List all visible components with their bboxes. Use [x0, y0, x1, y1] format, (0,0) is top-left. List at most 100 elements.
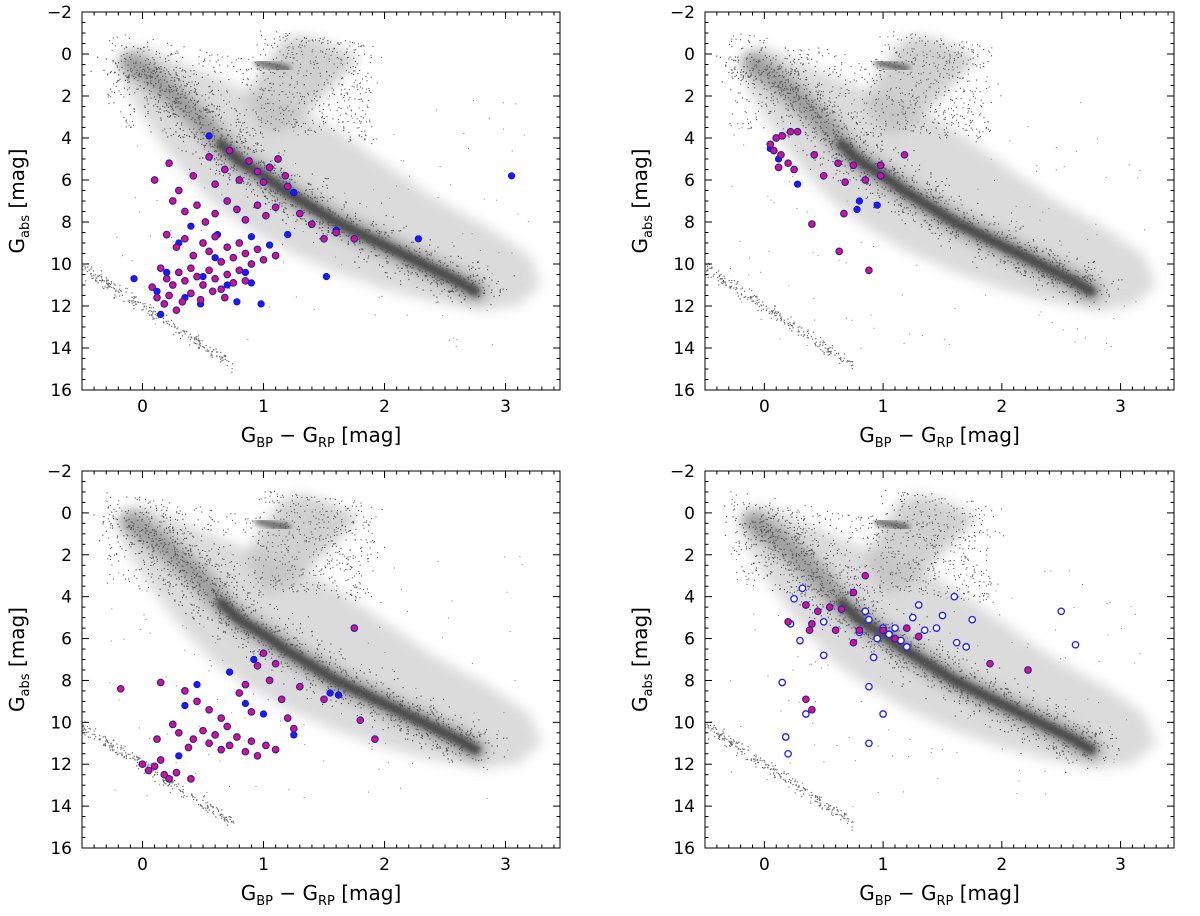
- point-magenta: [211, 731, 219, 739]
- point-magenta: [223, 243, 232, 252]
- point-magenta: [217, 714, 226, 722]
- point-magenta: [211, 274, 219, 283]
- point-blue: [157, 310, 165, 319]
- point-magenta: [837, 605, 846, 614]
- point-magenta: [241, 680, 250, 689]
- y-tick-label: 10: [673, 255, 695, 275]
- point-magenta: [320, 695, 328, 704]
- y-tick-label: 16: [673, 381, 695, 401]
- point-magenta: [861, 571, 870, 580]
- point-magenta: [223, 722, 232, 731]
- point-magenta: [277, 695, 286, 704]
- point-magenta: [253, 245, 262, 254]
- point-magenta: [265, 676, 274, 685]
- background-density: [82, 490, 542, 826]
- point-magenta: [825, 603, 834, 611]
- point-magenta: [235, 176, 244, 184]
- point-magenta: [187, 775, 195, 783]
- series-magenta: [116, 624, 379, 783]
- y-tick-label: 14: [50, 339, 72, 359]
- x-tick-label: 0: [137, 397, 148, 417]
- y-axis-label: Gabs [mag]: [628, 149, 656, 254]
- point-magenta: [150, 762, 159, 771]
- point-magenta: [793, 127, 802, 136]
- point-magenta: [174, 728, 183, 737]
- point-magenta: [153, 735, 161, 743]
- x-tick-label: 1: [878, 855, 889, 875]
- point-blue: [334, 691, 343, 699]
- point-magenta: [208, 287, 217, 296]
- point-magenta: [225, 146, 234, 155]
- point-magenta: [184, 743, 193, 752]
- y-tick-label: −2: [670, 3, 695, 23]
- point-blue: [247, 233, 255, 241]
- point-blue: [241, 699, 249, 708]
- point-magenta: [356, 716, 365, 725]
- point-blue-open: [902, 643, 911, 651]
- y-axis-label: Gabs [mag]: [5, 149, 33, 254]
- point-magenta: [802, 695, 810, 704]
- point-magenta: [834, 159, 842, 168]
- point-magenta: [840, 209, 848, 218]
- point-blue-open: [798, 584, 807, 593]
- point-blue: [181, 701, 189, 710]
- point-magenta: [902, 624, 911, 632]
- y-tick-label: 12: [50, 755, 72, 775]
- point-blue-open: [796, 636, 804, 645]
- point-magenta: [181, 234, 189, 243]
- y-tick-label: 10: [50, 255, 72, 275]
- point-magenta: [223, 270, 232, 279]
- point-blue-open: [1057, 607, 1066, 616]
- point-magenta: [235, 239, 244, 247]
- point-blue: [163, 268, 171, 277]
- point-blue: [414, 235, 423, 243]
- point-magenta: [986, 659, 994, 668]
- point-magenta: [233, 205, 241, 214]
- x-tick-label: 1: [258, 397, 269, 417]
- y-tick-label: 2: [61, 87, 72, 107]
- point-magenta: [205, 705, 213, 714]
- point-magenta: [160, 770, 169, 779]
- x-tick-label: 0: [137, 855, 148, 875]
- point-magenta: [150, 176, 159, 184]
- point-magenta: [199, 239, 207, 247]
- point-magenta: [217, 745, 226, 754]
- y-tick-label: 6: [61, 630, 72, 650]
- point-magenta: [168, 197, 177, 205]
- series-magenta: [766, 127, 909, 275]
- y-tick-label: 8: [61, 671, 72, 691]
- point-magenta: [810, 150, 819, 159]
- point-magenta: [174, 268, 183, 277]
- point-blue-open: [920, 626, 929, 635]
- point-magenta: [225, 741, 234, 750]
- point-blue: [266, 241, 274, 249]
- point-magenta: [162, 230, 171, 239]
- point-magenta: [786, 127, 795, 136]
- series-magenta: [784, 571, 1032, 714]
- y-tick-label: 8: [61, 213, 72, 233]
- point-magenta: [196, 295, 205, 304]
- point-magenta: [265, 163, 274, 172]
- point-blue-open: [802, 710, 810, 718]
- y-tick-label: 12: [673, 755, 695, 775]
- point-blue-open: [908, 613, 917, 622]
- ticks: [704, 470, 1174, 849]
- point-magenta: [332, 228, 340, 237]
- point-magenta: [189, 251, 198, 260]
- point-magenta: [271, 745, 280, 754]
- point-magenta: [172, 306, 181, 315]
- point-magenta: [253, 661, 262, 670]
- point-magenta: [813, 607, 822, 616]
- point-magenta: [271, 251, 280, 260]
- point-magenta: [217, 258, 226, 266]
- point-magenta: [193, 272, 201, 281]
- y-tick-label: 14: [673, 339, 695, 359]
- y-tick-label: −2: [670, 462, 695, 482]
- ticks: [704, 11, 1174, 391]
- point-magenta: [289, 724, 298, 733]
- point-blue-open: [819, 617, 828, 626]
- y-tick-label: 6: [684, 171, 695, 191]
- background-density: [82, 30, 542, 373]
